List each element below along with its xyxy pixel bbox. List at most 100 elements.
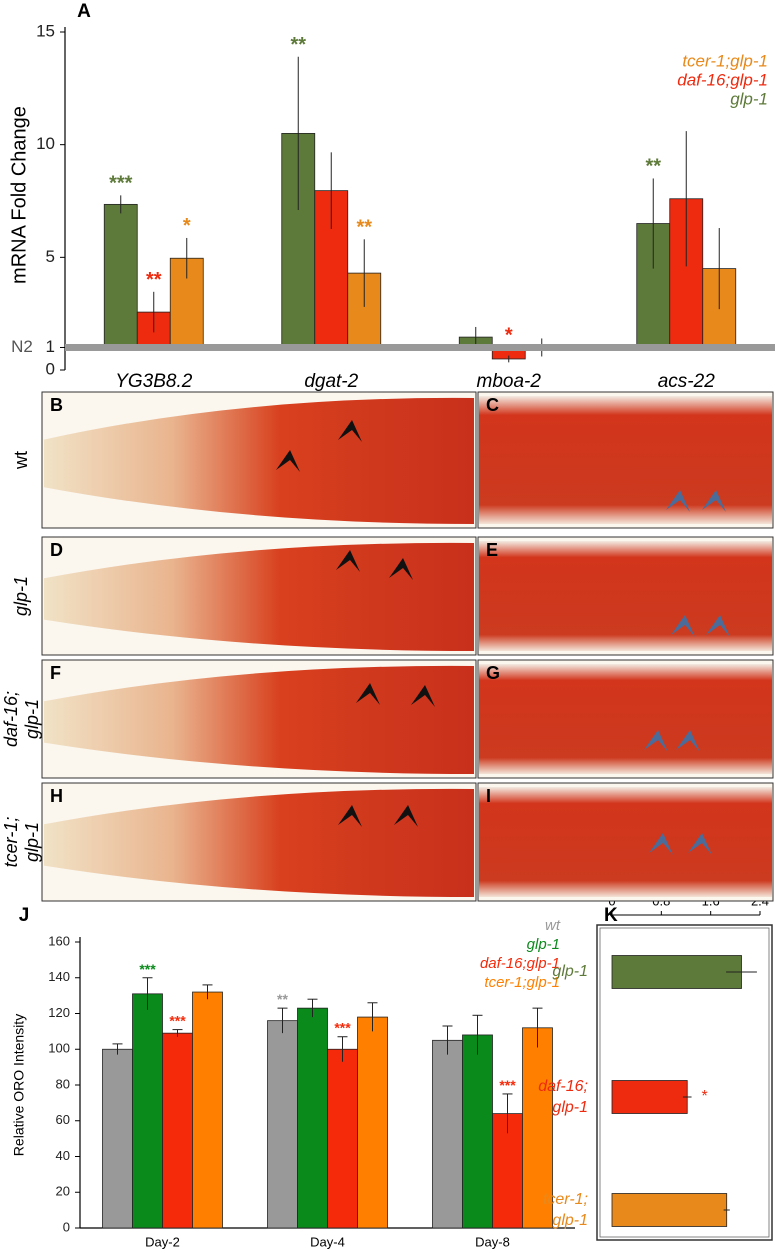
arrowhead	[688, 833, 712, 855]
arrowhead	[336, 550, 360, 572]
row-label-line: glp-1	[11, 576, 31, 616]
worm-body	[479, 664, 772, 774]
panel-letter: B	[50, 395, 63, 415]
significance-label: **	[146, 269, 162, 291]
x-tick-label: Day-8	[475, 1234, 510, 1249]
x-tick-label: mboa-2	[477, 371, 542, 392]
legend-label: tcer-1;glp-1	[682, 51, 768, 70]
arrowhead	[394, 805, 418, 827]
legend-label: wt	[545, 917, 561, 934]
arrowhead	[702, 490, 726, 512]
arrowhead	[644, 730, 668, 752]
y-tick-label: 0	[46, 359, 55, 378]
arrowhead	[276, 450, 300, 472]
worm-body	[44, 788, 474, 897]
worm-body	[44, 542, 474, 651]
y-tick-label: 100	[48, 1041, 70, 1056]
reference-label: N2	[11, 337, 33, 356]
plot-frame-inner	[599, 927, 770, 1238]
plot-frame	[596, 924, 773, 1241]
panel-letter: C	[486, 395, 499, 415]
bar	[102, 1048, 133, 1229]
worm-body	[479, 396, 772, 524]
panel-letter: K	[604, 905, 618, 926]
significance-label: ***	[334, 1020, 351, 1036]
bar	[611, 1193, 728, 1227]
row-label: daf-16;glp-1	[1, 691, 42, 747]
x-tick-label: Day-4	[310, 1234, 345, 1249]
y-axis-label: Relative ORO Intensity	[11, 1014, 27, 1156]
y-tick-label: 5	[46, 247, 55, 266]
bar	[103, 203, 138, 348]
arrowhead	[676, 730, 700, 752]
arrowhead	[389, 558, 413, 580]
legend-label: glp-1	[527, 936, 560, 953]
panel-letter: D	[50, 540, 63, 560]
arrowhead	[356, 683, 380, 705]
bar	[522, 1027, 553, 1229]
row-label: tcer-1;glp-1	[1, 817, 42, 868]
bar	[611, 955, 742, 989]
significance-label: ***	[139, 961, 156, 977]
y-tick-label: glp-1	[552, 963, 588, 980]
y-tick-label: 1	[46, 337, 55, 356]
y-tick-label: 60	[56, 1112, 70, 1127]
bar	[132, 993, 163, 1229]
y-tick-label: 20	[56, 1184, 70, 1199]
significance-label: **	[645, 156, 661, 178]
panel-letter: J	[19, 905, 30, 926]
y-tick-label: 15	[36, 21, 55, 40]
y-tick-label-line: glp-1	[552, 963, 588, 980]
significance-label: *	[183, 215, 191, 237]
significance-label: ***	[109, 173, 133, 195]
bar	[192, 991, 223, 1229]
panel-letter: F	[50, 663, 61, 683]
y-tick-label-line: glp-1	[552, 1099, 588, 1116]
panel-letter: H	[50, 786, 63, 806]
worm-body	[44, 397, 474, 524]
bar	[357, 1016, 388, 1229]
y-tick-label: 0	[63, 1219, 70, 1234]
legend-label: glp-1	[730, 89, 768, 108]
bar	[611, 1080, 688, 1114]
arrowhead	[338, 420, 362, 442]
row-label: glp-1	[11, 576, 31, 616]
y-tick-label: 40	[56, 1148, 70, 1163]
y-tick-label: 80	[56, 1076, 70, 1091]
bar	[297, 1007, 328, 1229]
y-tick-label-line: daf-16;	[538, 1078, 588, 1095]
arrowhead	[666, 490, 690, 512]
row-label: wt	[11, 451, 31, 470]
row-label-line: glp-1	[22, 822, 42, 862]
y-tick-label-line: tcer-1;	[543, 1191, 588, 1208]
row-label-line: tcer-1;	[1, 817, 21, 868]
arrowhead	[411, 685, 435, 707]
row-label-line: glp-1	[22, 699, 42, 739]
x-tick-label: acs-22	[658, 371, 715, 392]
significance-label: ***	[169, 1013, 186, 1029]
y-axis-label: mRNA Fold Change	[8, 106, 30, 284]
bar	[267, 1020, 298, 1229]
worm-body	[479, 787, 772, 897]
y-tick-label: 10	[36, 134, 55, 153]
panel-letter: I	[486, 786, 491, 806]
x-tick-label: Day-2	[145, 1234, 180, 1249]
legend-label: daf-16;glp-1	[480, 955, 560, 972]
x-tick-label: YG3B8.2	[115, 371, 193, 392]
y-tick-label: daf-16; glp-1	[538, 1078, 588, 1116]
significance-label: **	[356, 217, 372, 239]
worm-body	[479, 541, 772, 651]
significance-label: **	[277, 991, 288, 1007]
bar	[462, 1034, 493, 1229]
bar	[162, 1032, 193, 1229]
panel-letter: A	[77, 1, 91, 22]
y-tick-label-line: glp-1	[552, 1212, 588, 1229]
x-tick-label: dgat-2	[304, 371, 358, 392]
panel-letter: G	[486, 663, 500, 683]
legend-label: tcer-1;glp-1	[484, 974, 560, 991]
legend-label: daf-16;glp-1	[677, 70, 768, 89]
row-label-line: wt	[11, 451, 31, 470]
y-tick-label: 140	[48, 969, 70, 984]
